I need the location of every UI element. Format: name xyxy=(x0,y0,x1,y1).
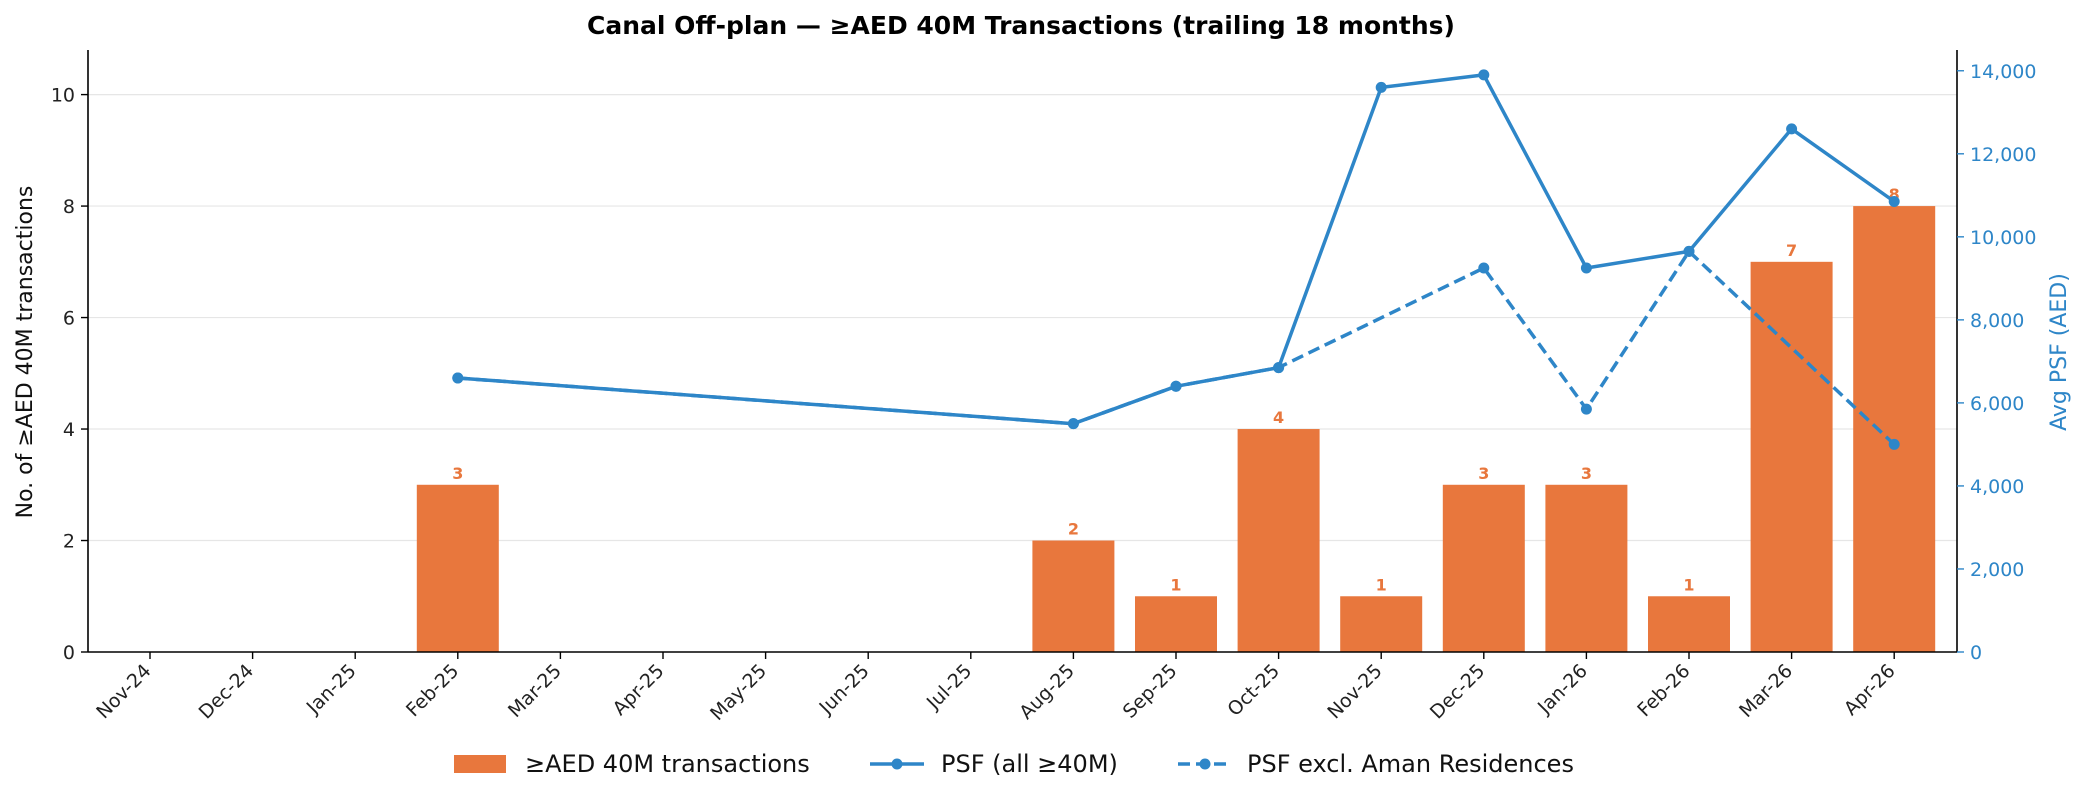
bar-value-label: 8 xyxy=(1889,185,1900,204)
chart-title: Canal Off-plan — ≥AED 40M Transactions (… xyxy=(587,11,1455,40)
psf-all-line xyxy=(457,73,1896,426)
x-tick-label: Jan-26 xyxy=(1533,660,1592,719)
x-tick-label: Jan-25 xyxy=(302,660,361,719)
x-tick-label: Feb-26 xyxy=(1633,660,1694,721)
x-tick-label: Mar-25 xyxy=(504,660,566,722)
bar-value-label: 1 xyxy=(1683,575,1694,594)
bar xyxy=(1648,596,1730,652)
bar xyxy=(1750,261,1833,652)
psf-all-point xyxy=(1478,69,1490,81)
x-tick-label: Mar-26 xyxy=(1735,660,1797,722)
psf-all-point xyxy=(1375,81,1387,93)
bar-value-label: 3 xyxy=(1581,464,1592,483)
bar xyxy=(1853,206,1936,652)
legend-marker-psf xyxy=(891,758,903,770)
psf-all-point xyxy=(452,372,464,384)
x-tick-label: Apr-25 xyxy=(609,660,669,720)
x-tick-label: Jun-25 xyxy=(815,660,874,719)
x-tick-label: Oct-25 xyxy=(1223,660,1284,721)
x-tick-label: Dec-25 xyxy=(1426,660,1490,724)
psf-all-point xyxy=(1580,262,1592,274)
y-axis-label: No. of ≥AED 40M transactions xyxy=(13,186,38,519)
psf-excl-aman-point xyxy=(1478,262,1490,274)
bar xyxy=(1237,429,1320,652)
psf-all-point xyxy=(1683,245,1695,257)
bar-value-label: 1 xyxy=(1170,575,1181,594)
psf-all-point xyxy=(1888,196,1900,208)
y-tick-label: 0 xyxy=(63,642,75,664)
bar-value-label: 3 xyxy=(452,464,463,483)
bar xyxy=(1032,540,1115,652)
bar-value-label: 4 xyxy=(1273,408,1284,427)
y2-tick-label: 6,000 xyxy=(1970,393,2024,415)
psf-excl-aman-point xyxy=(1580,403,1592,415)
y2-tick-label: 10,000 xyxy=(1970,227,2036,249)
x-tick-label: Nov-25 xyxy=(1323,660,1386,723)
legend-marker-psf-excl xyxy=(1199,758,1211,770)
lines-layer xyxy=(452,69,1900,450)
bar xyxy=(1545,484,1628,652)
x-tick-label: Sep-25 xyxy=(1119,660,1182,723)
y2-tick-label: 8,000 xyxy=(1970,310,2024,332)
psf-all-point xyxy=(1067,418,1079,430)
y2-tick-label: 14,000 xyxy=(1970,61,2036,83)
y-tick-label: 10 xyxy=(51,85,75,107)
bars-layer: 3 2 1 4 1 3 3 1 7 8 xyxy=(416,185,1936,652)
bar-value-label: 1 xyxy=(1376,575,1387,594)
x-tick-label: Apr-26 xyxy=(1840,660,1900,720)
bar xyxy=(1135,596,1217,652)
y2-tick-label: 4,000 xyxy=(1970,476,2024,498)
grid-layer xyxy=(88,93,1957,542)
psf-excl-aman-line xyxy=(457,249,1896,446)
psf-all-point xyxy=(1786,123,1798,135)
psf-all-point xyxy=(1273,362,1285,374)
y-tick-label: 8 xyxy=(63,196,75,218)
y2-tick-label: 2,000 xyxy=(1970,559,2024,581)
x-tick-label: Aug-25 xyxy=(1015,660,1079,724)
y2-axis-label: Avg PSF (AED) xyxy=(2047,273,2072,431)
x-tick-label: Dec-24 xyxy=(195,660,259,724)
x-tick-label: May-25 xyxy=(706,660,771,725)
x-tick-label: Jul-25 xyxy=(922,660,976,714)
bar-value-label: 3 xyxy=(1478,464,1489,483)
psf-all-point xyxy=(1170,380,1182,392)
legend-label-bar: ≥AED 40M transactions xyxy=(525,750,810,778)
bar xyxy=(1340,596,1423,652)
bar xyxy=(416,484,499,652)
legend: ≥AED 40M transactions PSF (all ≥40M) PSF… xyxy=(454,750,1574,778)
bar-value-label: 7 xyxy=(1786,241,1797,260)
y-tick-label: 4 xyxy=(63,419,75,441)
legend-label-psf: PSF (all ≥40M) xyxy=(941,750,1118,778)
bar xyxy=(1442,484,1525,652)
x-tick-label: Feb-25 xyxy=(402,660,463,721)
bar-value-label: 2 xyxy=(1068,520,1079,539)
y2-tick-label: 12,000 xyxy=(1970,144,2036,166)
y-tick-label: 6 xyxy=(63,308,75,330)
y2-tick-label: 0 xyxy=(1970,642,1982,664)
psf-excl-aman-point xyxy=(1888,438,1900,450)
legend-label-psf-excl: PSF excl. Aman Residences xyxy=(1247,750,1574,778)
y-tick-label: 2 xyxy=(63,531,75,553)
legend-swatch-bar xyxy=(454,755,506,773)
x-tick-label: Nov-24 xyxy=(92,660,155,723)
